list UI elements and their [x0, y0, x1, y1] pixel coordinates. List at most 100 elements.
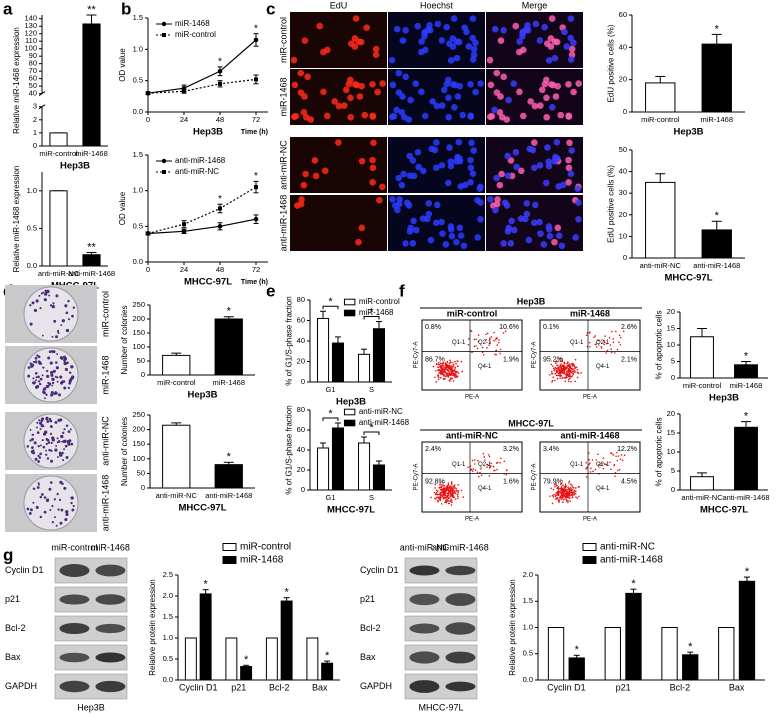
colony — [35, 505, 39, 509]
nucleus — [390, 112, 398, 120]
event — [557, 493, 559, 495]
event — [560, 490, 562, 492]
nucleus — [493, 69, 501, 77]
gate-label: Q2-1 — [478, 340, 492, 346]
y-tick-label: 60 — [297, 425, 305, 434]
nucleus — [487, 195, 494, 203]
y-tick-label: 1.0 — [27, 186, 37, 195]
bar — [645, 181, 676, 259]
event — [437, 366, 440, 368]
event — [602, 457, 605, 459]
event — [478, 475, 480, 478]
event — [476, 471, 479, 474]
y-tick-label: 0 — [141, 483, 145, 492]
event — [447, 376, 450, 378]
event — [452, 486, 454, 489]
event — [576, 368, 579, 371]
event — [479, 471, 481, 474]
event — [562, 484, 564, 487]
nucleus — [447, 158, 455, 165]
blot-band — [409, 680, 440, 693]
nucleus — [323, 112, 331, 120]
event — [566, 495, 569, 498]
event — [589, 471, 592, 473]
nucleus — [467, 156, 474, 164]
point — [217, 68, 223, 74]
event — [612, 341, 615, 344]
colony — [38, 360, 42, 364]
colony — [37, 380, 41, 383]
event — [452, 485, 454, 487]
event — [439, 366, 441, 368]
panel-label: e — [266, 281, 275, 300]
event — [437, 376, 440, 378]
nucleus — [407, 224, 415, 232]
nucleus — [374, 88, 381, 96]
row-label: GAPDH — [360, 681, 392, 691]
event — [455, 371, 458, 373]
legend-marker — [161, 21, 167, 27]
event — [442, 487, 445, 490]
event — [603, 343, 605, 346]
x-tick-label: Bax — [729, 682, 745, 692]
x-tick-label: anti-miR-NC — [38, 269, 80, 278]
event — [608, 336, 611, 339]
colony — [42, 391, 46, 395]
event — [571, 362, 573, 365]
row-label: miR-1468 — [100, 355, 110, 394]
plot-title: miR-control — [447, 308, 498, 318]
nucleus — [402, 240, 409, 247]
legend-label: anti-miR-NC — [175, 167, 219, 176]
colony — [50, 441, 53, 444]
nucleus — [439, 230, 446, 237]
point — [218, 206, 222, 211]
colony — [65, 512, 69, 517]
nucleus — [565, 113, 573, 120]
blot-band — [445, 593, 476, 606]
nucleus — [492, 206, 499, 214]
event — [591, 459, 594, 461]
y-tick-label: 0 — [141, 370, 145, 379]
legend-label: miR-control — [175, 30, 216, 39]
nucleus — [517, 167, 525, 175]
colony — [56, 492, 59, 496]
colony — [39, 515, 43, 519]
event — [453, 491, 456, 494]
colony — [46, 289, 50, 293]
event — [618, 468, 621, 471]
nucleus — [424, 26, 432, 33]
nucleus — [537, 230, 544, 237]
event — [610, 351, 613, 354]
nucleus — [476, 185, 484, 193]
x-tick-label: 48 — [216, 115, 224, 124]
nucleus — [414, 22, 422, 30]
nucleus — [512, 149, 520, 156]
y-tick-label: 0 — [623, 253, 627, 262]
nucleus — [505, 224, 513, 232]
event — [553, 493, 555, 496]
colony — [29, 304, 32, 307]
colony — [59, 521, 63, 525]
colony — [29, 428, 32, 431]
colony — [48, 448, 51, 452]
event — [480, 474, 483, 477]
event — [460, 360, 463, 363]
y-axis-label: EdU positive cells (%) — [607, 24, 616, 102]
nucleus — [297, 69, 305, 77]
event — [568, 372, 571, 375]
nucleus — [425, 200, 433, 207]
event — [440, 494, 442, 497]
y-tick-label: 60 — [297, 315, 305, 324]
event — [610, 468, 612, 471]
colony — [46, 498, 50, 501]
nucleus — [454, 93, 462, 100]
colony — [49, 361, 53, 365]
event — [578, 485, 580, 488]
event — [566, 493, 569, 495]
event — [565, 375, 568, 378]
event — [615, 455, 617, 458]
nucleus — [469, 34, 476, 42]
event — [618, 334, 621, 336]
y-tick-label: 0.0 — [133, 257, 143, 266]
event — [570, 380, 572, 383]
